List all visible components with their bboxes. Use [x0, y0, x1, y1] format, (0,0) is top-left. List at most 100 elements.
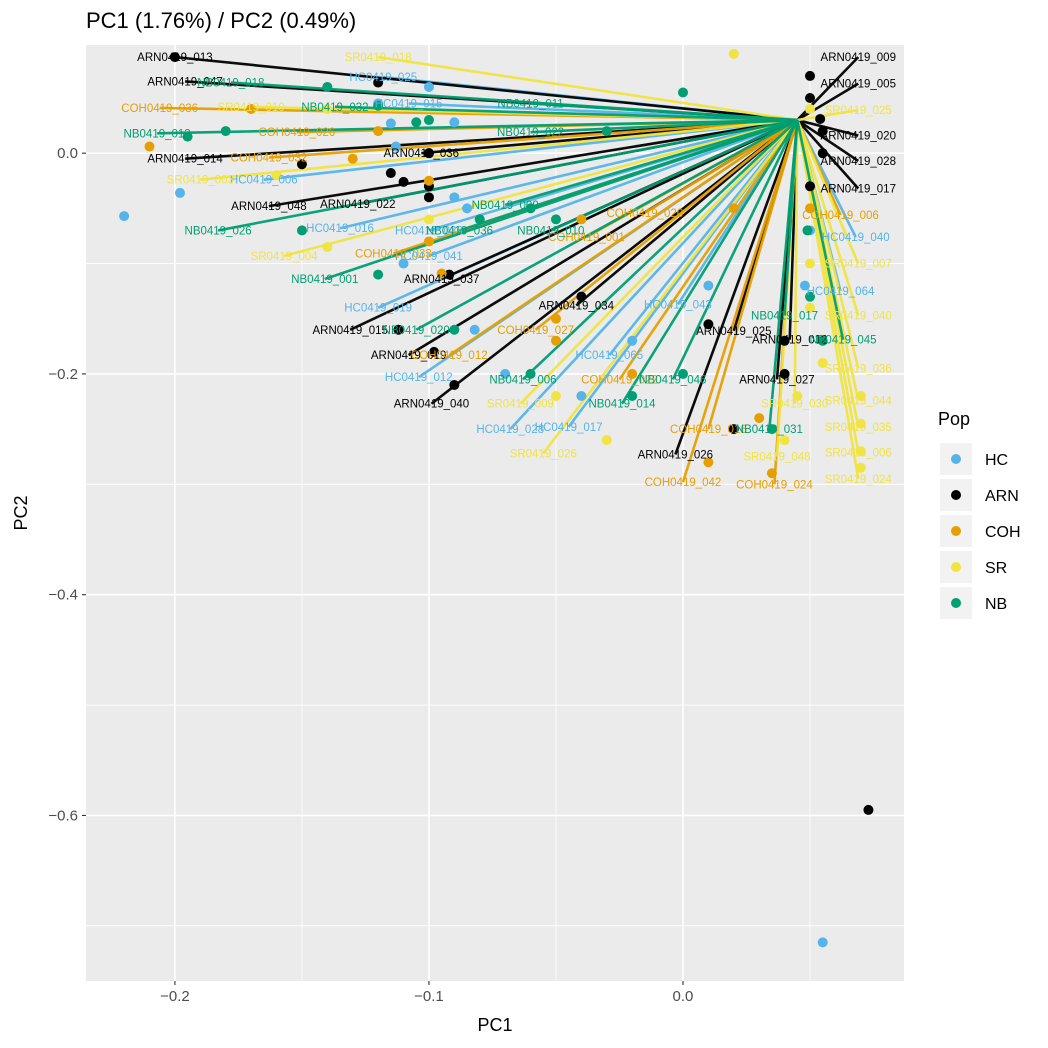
connector-hc0419-041 [428, 118, 798, 258]
point-nb [182, 131, 193, 142]
x-axis-title: PC1 [477, 1015, 512, 1035]
label-connector-lines [157, 55, 860, 485]
label-sr0419-018: SR0419_018 [345, 52, 412, 64]
label-nb0419-006: NB0419_006 [489, 374, 556, 386]
label-hc0419-041: HC0419_041 [395, 251, 463, 263]
point-coh-coh0419-006 [805, 203, 816, 214]
point-nb-nb0419-009 [525, 203, 536, 214]
label-nb0419-009: NB0419_009 [472, 200, 539, 212]
connector-sr0419-024 [796, 119, 860, 480]
point-sr-sr0419-030 [792, 391, 803, 401]
point-sr-sr0419-010 [322, 104, 333, 115]
connector-nb0419-011 [530, 102, 798, 122]
point-sr-sr0419-009 [550, 391, 561, 401]
point-nb-nb0419-001 [373, 269, 384, 280]
connector-coh0419-022 [618, 119, 799, 381]
connector-coh0419-032 [268, 118, 798, 159]
point-coh-coh0419-001 [576, 214, 587, 225]
point-arn-arn0419-019 [429, 346, 440, 357]
label-arn0419-040: ARN0419_040 [394, 399, 469, 411]
connector-sr0419-040 [796, 119, 860, 316]
point-arn-arn0419-037 [444, 269, 455, 280]
label-nb0419-014: NB0419_014 [588, 399, 656, 411]
label-arn0419-027: ARN0419_027 [739, 374, 814, 386]
label-sr0419-009: SR0419_009 [487, 399, 554, 411]
label-sr0419-026: SR0419_026 [510, 448, 577, 460]
y-tick-label: 0.0 [57, 145, 78, 162]
y-tick-label: −0.4 [48, 587, 78, 604]
label-sr0419-007: SR0419_007 [825, 259, 892, 271]
connector-arn0419-013 [174, 55, 798, 122]
point-nb-nb0419-014 [627, 391, 638, 401]
point-sr-sr0419-044 [855, 391, 866, 401]
point-arn-arn0419-009 [805, 70, 816, 81]
point-coh-coh0419-024 [766, 468, 777, 479]
label-nb0419-032: NB0419_032 [301, 102, 368, 114]
connector-nb0419-020 [415, 118, 798, 331]
point-nb-nb0419-017 [805, 291, 816, 302]
point-nb [423, 115, 434, 126]
connector-nb0419-032 [334, 105, 798, 122]
label-arn0419-012: ARN0419_012 [752, 335, 827, 347]
label-hc0419-064: HC0419_064 [807, 286, 875, 298]
point-coh-coh0419-032 [347, 153, 358, 164]
point-sr-sr0419-004 [322, 241, 333, 252]
point-hc [817, 937, 828, 948]
point-sr-sr0419-048 [779, 435, 790, 446]
label-sr0419-004: SR0419_004 [251, 251, 319, 263]
connector-hc0419-028 [509, 119, 799, 430]
label-nb0419-001: NB0419_001 [291, 274, 358, 286]
label-nb0419-036: NB0419_036 [426, 225, 493, 237]
connector-sr0419-004 [283, 118, 798, 258]
point-coh-coh0419-026 [373, 126, 384, 137]
label-arn0419-020: ARN0419_020 [821, 131, 896, 143]
point-coh-coh0419-033 [423, 236, 434, 247]
legend-label: ARN [985, 488, 1019, 505]
connector-nb0419-036 [459, 118, 798, 232]
label-sr0419-010: SR0419_010 [218, 102, 285, 114]
point-arn [863, 804, 874, 815]
point-hc-hc0419-036 [449, 192, 460, 203]
label-nb0419-011: NB0419_011 [497, 99, 563, 111]
legend-label: SR [985, 560, 1007, 577]
point-nb-nb0419-010 [550, 214, 561, 225]
point-hc-hc0419-006 [390, 141, 401, 152]
point-arn-arn0419-040 [449, 379, 460, 390]
connector-nb0419-026 [217, 118, 798, 232]
connector-nb0419-012 [157, 118, 798, 135]
connector-sr0419-025 [797, 108, 859, 122]
point-coh-coh0419-020 [728, 203, 739, 214]
label-arn0419-028: ARN0419_028 [821, 156, 896, 168]
label-arn0419-005: ARN0419_005 [821, 79, 896, 91]
point-nb-nb0419-022 [601, 126, 612, 137]
point-nb-nb0419-018 [322, 81, 333, 92]
y-tick-label: −0.6 [48, 807, 78, 824]
point-sr-sr0419-036 [817, 357, 828, 368]
legend-title: Pop [938, 409, 970, 429]
legend-swatch [951, 526, 961, 536]
label-coh0419-016: COH0419_016 [670, 424, 747, 436]
label-sr0419-040: SR0419_040 [825, 310, 892, 322]
label-arn0419-037: ARN0419_037 [404, 274, 479, 286]
legend-swatch [951, 490, 961, 500]
label-coh0419-033: COH0419_033 [355, 249, 432, 261]
label-nb0419-022: NB0419_022 [497, 127, 564, 139]
point-arn [398, 176, 409, 187]
point-nb-nb0419-036 [474, 214, 485, 225]
connector-arn0419-048 [268, 118, 798, 208]
point-nb-nb0419-012 [220, 126, 231, 137]
point-hc-hc0419-025 [423, 81, 434, 92]
point-sr-sr0419-035 [855, 418, 866, 429]
label-nb0419-018: NB0419_018 [197, 78, 264, 90]
point-hc [174, 187, 185, 198]
connector-coh0419-042 [681, 119, 799, 483]
connector-nb0419-031 [768, 119, 799, 430]
point-arn-arn0419-014 [296, 159, 307, 170]
point-hc-hc0419-043 [703, 280, 714, 291]
label-coh0419-032: COH0419_032 [231, 153, 308, 165]
connector-nb0419-017 [783, 119, 799, 316]
label-coh0419-012: COH0419_012 [411, 350, 488, 362]
point-coh-coh0419-027 [550, 313, 561, 324]
y-axis-title: PC2 [11, 495, 31, 530]
label-nb0419-020: NB0419_020 [383, 325, 450, 337]
